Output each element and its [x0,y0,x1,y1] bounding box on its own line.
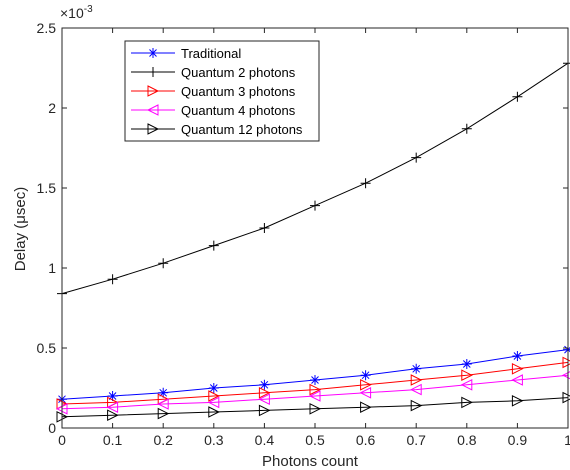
data-point [157,398,169,410]
x-tick-label: 0.6 [356,432,376,448]
x-tick-label: 0.8 [457,432,477,448]
data-point [360,178,371,189]
y-tick-label: 2.5 [37,20,57,36]
data-point [511,362,524,375]
legend-marker [148,67,158,77]
legend: Traditional Quantum 2 photons Quantum 3 ph… [124,40,320,142]
data-point [461,359,472,369]
x-axis-ticks: 0 0.1 0.2 0.3 0.4 0.5 0.6 0.7 0.8 0.9 1 [58,28,570,448]
data-point [460,378,473,391]
data-point [511,394,524,407]
series-5 [56,391,570,423]
data-point [207,396,220,409]
data-point [158,258,169,269]
x-tick-label: 0.2 [153,432,173,448]
y-tick-label: 0 [48,420,56,436]
y-axis-ticks: 0 0.5 1 1.5 2 2.5 [37,20,568,436]
data-point [360,370,371,381]
data-point [309,402,322,415]
y-axis-label: Delay (μsec) [12,187,29,272]
series-line [61,397,569,418]
legend-label: Quantum 12 photons [181,122,303,137]
data-point [208,240,219,251]
data-point [410,383,422,396]
series-line [61,361,569,405]
x-tick-label: 0.7 [406,432,426,448]
data-point [461,369,473,382]
data-point [310,200,320,211]
data-point [511,374,523,386]
data-point [258,393,270,406]
legend-marker [146,104,159,116]
legend-item: Quantum 3 photons [131,84,296,99]
legend-item: Quantum 4 photons [131,103,296,118]
x-axis-label: Photons count [262,453,359,470]
legend-label: Quantum 2 photons [181,65,296,80]
x-tick-label: 0.9 [508,432,528,448]
data-point [512,91,523,102]
data-point [309,383,322,396]
data-point [461,123,472,134]
data-point [512,351,523,361]
x-tick-label: 0.1 [103,432,123,448]
data-point [411,363,422,374]
data-point [360,401,372,414]
data-point [411,152,422,163]
data-point [107,391,118,401]
x-tick-label: 0.5 [305,432,325,448]
legend-label: Quantum 3 photons [181,84,296,99]
legend-item: Traditional [131,46,241,61]
data-point [107,409,119,422]
legend-label: Traditional [181,46,241,61]
data-point [106,401,119,414]
data-point [258,386,271,399]
data-point [310,375,320,385]
series-4 [55,371,570,415]
x-tick-label: 0.4 [255,432,275,448]
data-point [410,399,423,412]
x-tick-label: 0.3 [204,432,224,448]
data-point [308,390,321,402]
data-point [359,386,372,399]
data-point [258,404,271,417]
y-tick-label: 0.5 [37,340,57,356]
data-point [259,379,270,390]
x-tick-label: 1 [564,432,570,448]
data-point [208,406,220,418]
data-point [208,383,219,393]
y-axis-exponent: ×10-3 [60,4,93,21]
y-tick-label: 1.5 [37,180,57,196]
legend-item: Quantum 12 photons [131,122,303,137]
x-tick-label: 0 [58,432,66,448]
legend-marker [147,85,160,97]
data-point [259,223,270,233]
series-line [61,374,569,410]
legend-marker [147,123,160,135]
legend-label: Quantum 4 photons [181,103,296,118]
data-point [107,274,118,285]
legend-item: Quantum 2 photons [131,65,296,80]
data-point [158,387,169,398]
legend-marker [148,48,158,58]
data-point [360,378,372,391]
series-1 [57,344,570,405]
data-point [208,390,220,402]
y-tick-label: 2 [48,100,56,116]
y-tick-label: 1 [48,260,56,276]
data-point [461,396,473,409]
data-point [157,407,170,420]
series-layer [55,58,570,423]
data-point [410,374,423,386]
